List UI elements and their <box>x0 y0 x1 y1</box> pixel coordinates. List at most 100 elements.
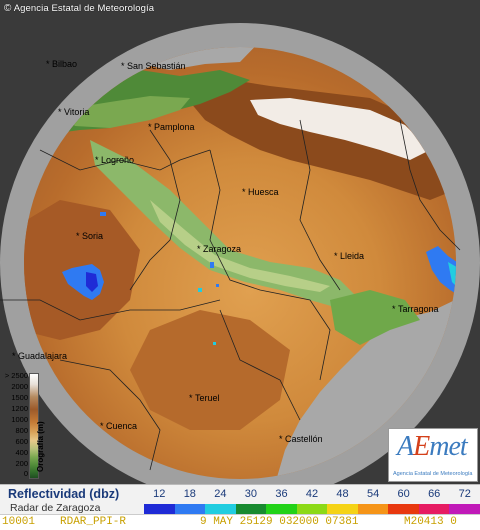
legend-value: 12 <box>153 488 166 500</box>
legend-value: 48 <box>336 488 349 500</box>
teruel-highlands <box>130 310 290 430</box>
elevation-tick: > 2500 <box>4 371 28 380</box>
radar-map: * Bilbao * San Sebastián * Vitoria * Pamplon… <box>0 0 480 484</box>
status-code: M20413 0 <box>404 516 457 528</box>
echo-small-4 <box>216 284 219 287</box>
city-teruel: Teruel <box>195 393 220 403</box>
legend-swatch <box>357 504 389 514</box>
city-marker-icon: * <box>100 421 104 431</box>
legend-swatch <box>418 504 450 514</box>
elevation-ticks: > 2500 2000 1500 1200 1000 800 600 400 2… <box>2 372 28 478</box>
city-bilbao: Bilbao <box>52 59 77 69</box>
status-datetime: 9 MAY 25129 032000 07381 <box>200 516 359 528</box>
city-guadalajara: Guadalajara <box>18 351 67 361</box>
city-vitoria: Vitoria <box>64 107 89 117</box>
reflectivity-legend: Reflectividad (dbz) Radar de Zaragoza 12… <box>0 484 480 515</box>
status-bar: 10001 RDAR_PPI-R 9 MAY 25129 032000 0738… <box>0 514 480 530</box>
legend-value: 54 <box>366 488 380 500</box>
city-tarragona: Tarragona <box>398 304 439 314</box>
legend-swatch <box>449 504 480 514</box>
city-logrono: Logroño <box>101 155 134 165</box>
legend-value: 72 <box>458 488 471 500</box>
city-marker-icon: * <box>58 107 62 117</box>
elevation-tick: 2000 <box>11 382 28 391</box>
elevation-color-bar <box>29 373 39 479</box>
city-san-sebastian: San Sebastián <box>127 61 186 71</box>
pyrenees-range <box>180 78 455 200</box>
echo-small-2 <box>210 262 214 268</box>
radar-echoes <box>62 212 456 345</box>
legend-value: 60 <box>397 488 410 500</box>
logo-letter-e: E <box>413 431 430 462</box>
city-marker-icon: * <box>334 251 338 261</box>
echo-small-1 <box>100 212 106 216</box>
city-cuenca: Cuenca <box>106 421 137 431</box>
legend-swatch <box>266 504 297 514</box>
terrain-layer <box>24 47 456 479</box>
elevation-tick: 1000 <box>11 415 28 424</box>
aemet-logo: AEmet Agencia Estatal de Meteorología <box>388 428 478 482</box>
city-soria: Soria <box>82 231 103 241</box>
elevation-tick: 600 <box>15 437 28 446</box>
city-huesca: Huesca <box>248 187 279 197</box>
city-labels: * Bilbao * San Sebastián * Vitoria * Pamplon… <box>12 59 439 444</box>
echo-small-3 <box>198 288 202 292</box>
legend-swatch <box>174 504 206 514</box>
logo-letter-a: A <box>397 431 414 462</box>
city-marker-icon: * <box>76 231 80 241</box>
elevation-legend: > 2500 2000 1500 1200 1000 800 600 400 2… <box>2 372 46 480</box>
city-pamplona: Pamplona <box>154 122 195 132</box>
ebro-valley <box>90 140 360 310</box>
echo-coast-light <box>448 262 456 292</box>
legend-values: 12 18 24 30 36 42 48 54 60 66 72 <box>144 488 480 500</box>
northern-green-light <box>60 96 190 128</box>
echo-small-5 <box>213 342 216 345</box>
copyright-credit: © Agencia Estatal de Meteorología <box>4 3 154 14</box>
city-marker-icon: * <box>279 434 283 444</box>
ebro-valley-core <box>150 200 330 292</box>
elevation-tick: 800 <box>15 426 28 435</box>
legend-value: 18 <box>183 488 196 500</box>
logo-letters-met: met <box>429 431 467 462</box>
legend-value: 24 <box>214 488 227 500</box>
legend-swatch <box>205 504 236 514</box>
credit-text: Agencia Estatal de Meteorología <box>13 3 155 14</box>
city-lleida: Lleida <box>340 251 364 261</box>
copyright-symbol: © <box>4 3 12 14</box>
legend-value: 42 <box>305 488 319 500</box>
city-castellon: Castellón <box>285 434 323 444</box>
echo-soria <box>62 264 104 300</box>
echo-soria-core <box>86 272 98 292</box>
elevation-title: Orografía (m) <box>36 421 45 472</box>
city-marker-icon: * <box>46 59 50 69</box>
elevation-tick: 1500 <box>11 393 28 402</box>
logo-wordmark: AEmet <box>397 431 468 463</box>
legend-swatch <box>235 504 267 514</box>
elevation-tick: 1200 <box>11 404 28 413</box>
city-marker-icon: * <box>95 155 99 165</box>
elevation-tick: 0 <box>23 469 28 478</box>
legend-color-swatches <box>144 504 480 514</box>
pyrenees-snow <box>250 98 430 160</box>
legend-value: 36 <box>275 488 288 500</box>
catalan-coast-green <box>330 290 420 345</box>
status-product-type: RDAR_PPI-R <box>60 516 127 528</box>
status-product-id: 10001 <box>2 516 36 528</box>
legend-value: 66 <box>428 488 441 500</box>
elevation-tick: 400 <box>15 448 28 457</box>
legend-swatch <box>144 504 175 514</box>
city-marker-icon: * <box>189 393 193 403</box>
logo-subtitle: Agencia Estatal de Meteorología <box>393 471 473 477</box>
legend-swatch <box>296 504 328 514</box>
elevation-tick: 200 <box>15 459 28 468</box>
city-marker-icon: * <box>148 122 152 132</box>
legend-swatch <box>327 504 358 514</box>
legend-swatch <box>388 504 419 514</box>
city-marker-icon: * <box>12 351 16 361</box>
province-borders <box>0 119 461 471</box>
city-marker-icon: * <box>392 304 396 314</box>
city-marker-icon: * <box>197 244 201 254</box>
city-zaragoza: Zaragoza <box>203 244 241 254</box>
legend-value: 30 <box>244 488 258 500</box>
